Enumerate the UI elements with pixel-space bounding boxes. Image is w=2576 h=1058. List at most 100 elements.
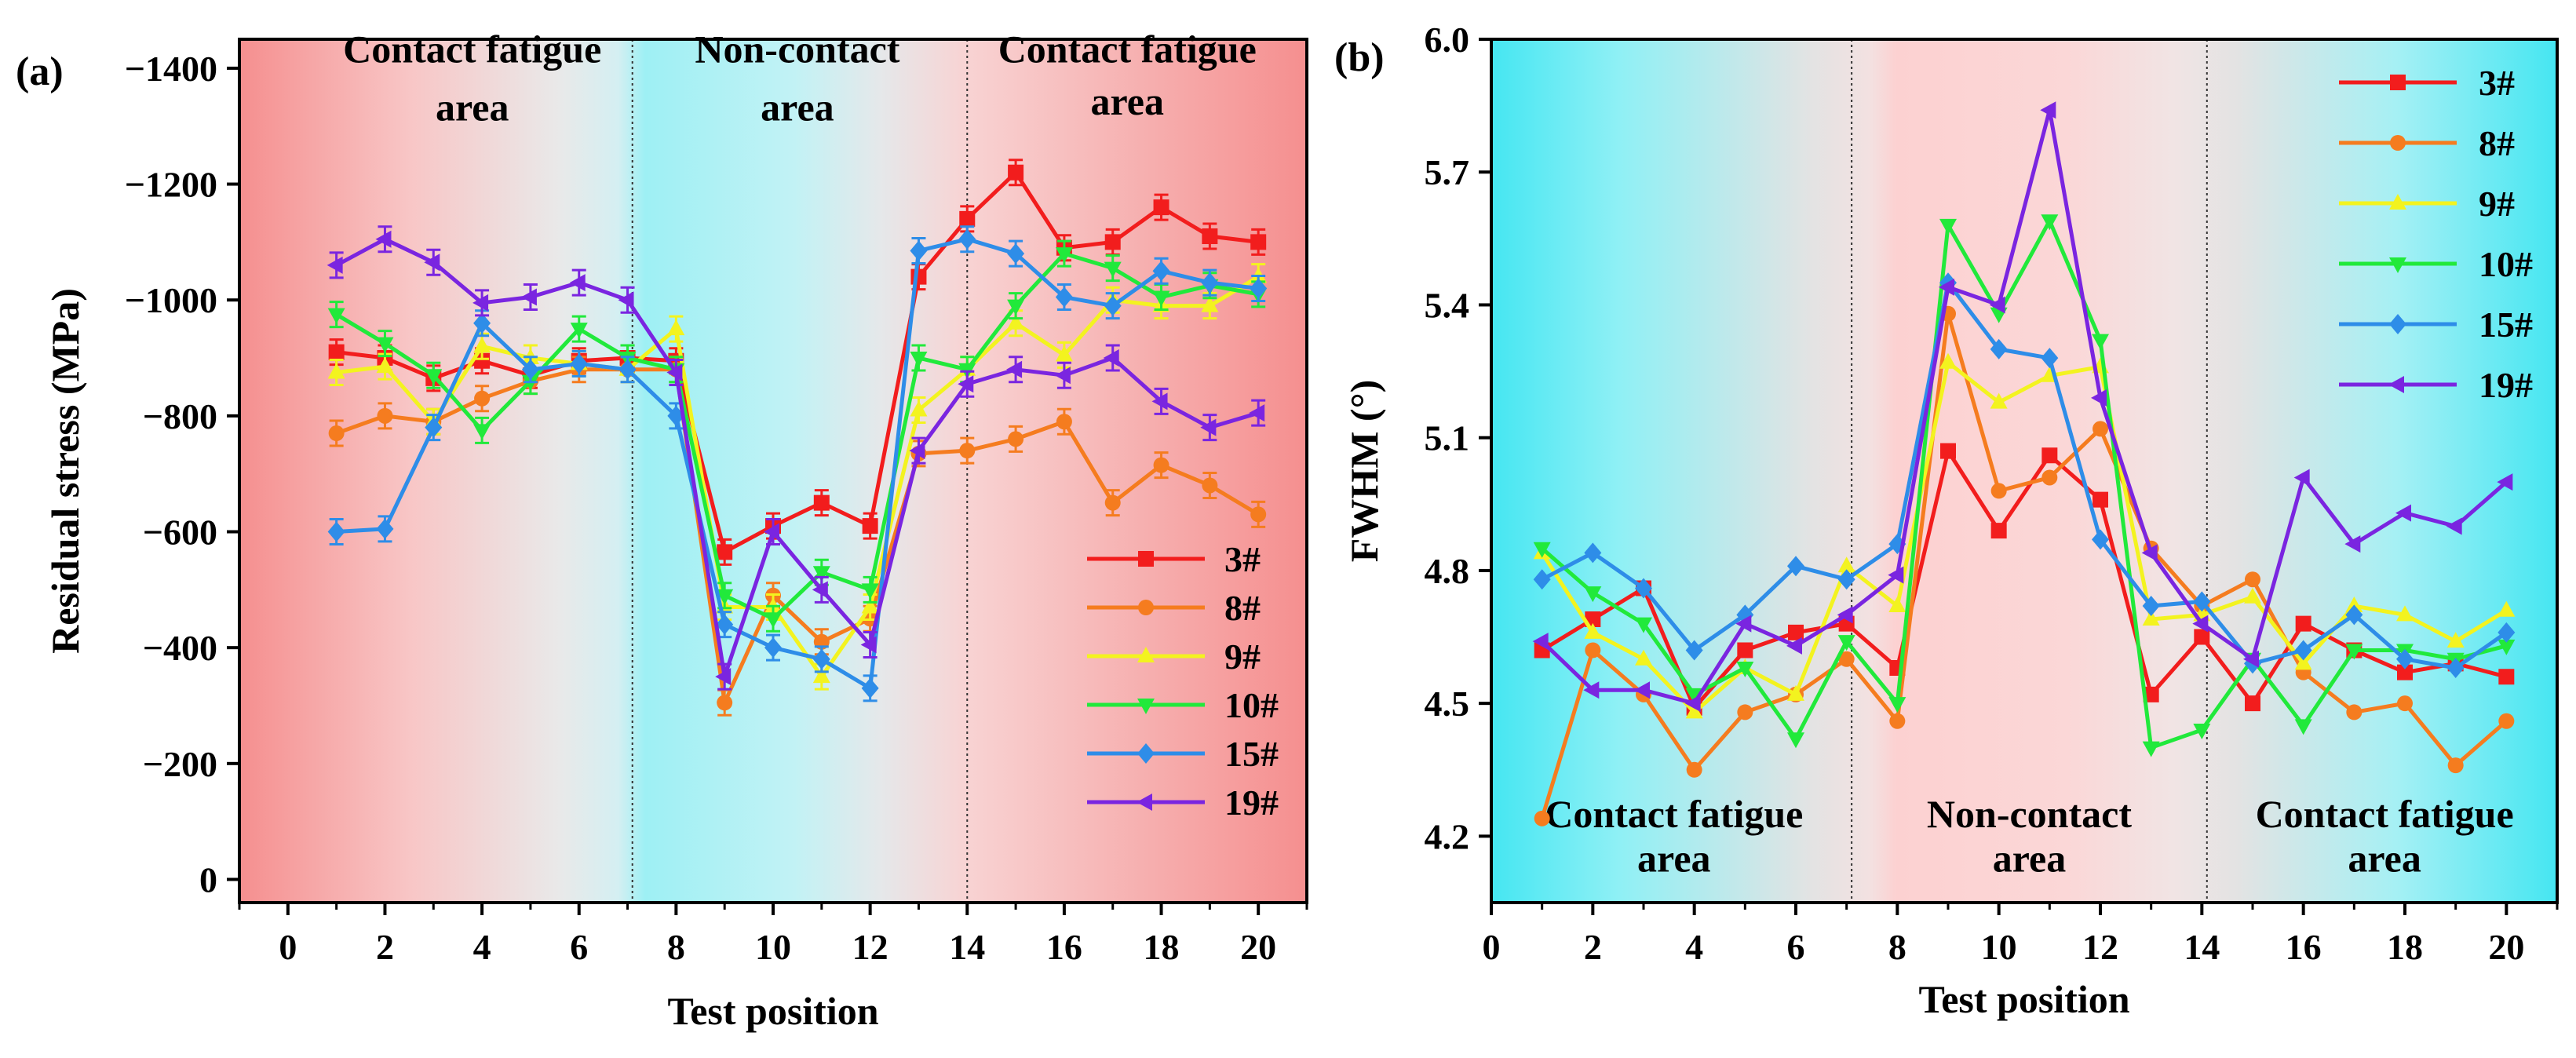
data-point xyxy=(1007,299,1025,316)
data-point xyxy=(1249,404,1265,422)
data-point xyxy=(1635,649,1652,666)
data-point xyxy=(1685,640,1703,661)
data-point xyxy=(1837,569,1855,590)
data-point xyxy=(1788,624,1804,640)
data-point xyxy=(1055,345,1073,362)
data-point xyxy=(716,589,734,605)
legend-item-15#: 15# xyxy=(1087,734,1279,774)
region-label-line1: Contact fatigue xyxy=(343,27,601,71)
data-point xyxy=(1583,681,1600,699)
data-point xyxy=(910,268,927,285)
data-point xyxy=(1686,761,1702,778)
data-point xyxy=(861,597,879,614)
data-point xyxy=(1787,732,1804,749)
region-label-line2: area xyxy=(1637,837,1710,881)
data-point xyxy=(328,344,345,360)
data-point xyxy=(1007,313,1025,330)
data-point xyxy=(2091,389,2107,407)
region-label-line1: Non-contact xyxy=(695,27,899,71)
data-point xyxy=(376,357,394,374)
data-point xyxy=(2041,214,2059,231)
plot-area-background xyxy=(1491,39,2557,903)
legend-item-19#: 19# xyxy=(2339,365,2533,405)
data-point xyxy=(1888,596,1906,613)
data-point xyxy=(2245,695,2260,712)
y-tick-label: 5.1 xyxy=(1425,418,1470,458)
data-point xyxy=(1786,637,1802,655)
data-point xyxy=(1008,431,1024,447)
series-line xyxy=(336,237,1259,691)
data-point xyxy=(1838,651,1855,667)
legend-label: 8# xyxy=(2479,123,2515,163)
x-tick-label: 4 xyxy=(473,927,491,967)
legend-marker xyxy=(2388,376,2404,393)
x-tick-label: 18 xyxy=(2387,927,2423,967)
legend-item-15#: 15# xyxy=(2339,305,2533,345)
data-point xyxy=(1584,622,1602,639)
data-point xyxy=(2397,695,2413,712)
data-point xyxy=(474,390,491,407)
data-point xyxy=(1104,234,1121,250)
data-point xyxy=(1635,578,1652,599)
data-point xyxy=(1635,617,1652,633)
data-point xyxy=(2447,757,2464,774)
data-point xyxy=(1055,247,1073,264)
data-point xyxy=(1940,443,1956,459)
legend: 3# 8# 9# 10# 15# 19# xyxy=(2339,63,2533,405)
data-point xyxy=(425,369,443,385)
data-point xyxy=(860,636,877,654)
x-tick-label: 8 xyxy=(667,927,685,967)
data-point xyxy=(1939,352,1957,369)
data-point xyxy=(2498,600,2516,617)
data-point xyxy=(1939,218,1957,235)
region-label-line2: area xyxy=(436,85,509,129)
legend-label: 3# xyxy=(2479,63,2515,103)
data-point xyxy=(473,294,489,312)
data-point xyxy=(1008,164,1024,181)
data-point xyxy=(862,518,878,534)
series-line xyxy=(1541,449,2507,710)
data-point xyxy=(2344,535,2361,553)
series-line xyxy=(336,170,1259,554)
region-label-line1: Contact fatigue xyxy=(2256,792,2514,836)
data-point xyxy=(1250,234,1267,250)
region-label-line1: Contact fatigue xyxy=(1545,792,1803,836)
data-point xyxy=(2498,639,2516,655)
data-point xyxy=(959,443,976,459)
panel-b: Contact fatigueareaNon-contactareaContac… xyxy=(1334,20,2559,1021)
series-line xyxy=(1540,360,2508,714)
data-point xyxy=(2041,469,2058,486)
data-point xyxy=(1585,642,1601,659)
data-point xyxy=(376,337,394,353)
data-point xyxy=(1202,228,1218,245)
data-point xyxy=(1104,494,1121,511)
y-tick-label: −1200 xyxy=(125,165,217,205)
data-point xyxy=(2397,664,2413,680)
data-point xyxy=(1737,642,1753,659)
data-point xyxy=(2142,741,2160,757)
data-point xyxy=(667,319,685,336)
x-tick-label: 0 xyxy=(279,927,297,967)
legend-marker xyxy=(2390,135,2406,151)
data-point xyxy=(1056,414,1072,430)
data-point xyxy=(2345,604,2363,626)
y-tick-label: −600 xyxy=(143,513,217,553)
x-axis-title: Test position xyxy=(1918,977,2129,1021)
data-point xyxy=(2092,529,2109,550)
data-point xyxy=(473,424,491,440)
data-point xyxy=(813,494,830,511)
x-axis-title: Test position xyxy=(667,989,878,1033)
data-point xyxy=(861,677,879,699)
data-point xyxy=(1584,586,1602,603)
data-point xyxy=(666,363,683,381)
data-point xyxy=(1787,556,1804,577)
data-point xyxy=(2041,348,2059,369)
x-tick-label: 16 xyxy=(1046,927,1082,967)
data-point xyxy=(812,648,830,669)
legend-label: 8# xyxy=(1224,588,1261,628)
data-point xyxy=(1250,278,1268,299)
data-point xyxy=(1201,272,1219,294)
legend-item-8#: 8# xyxy=(2339,123,2515,163)
data-point xyxy=(1584,542,1602,564)
